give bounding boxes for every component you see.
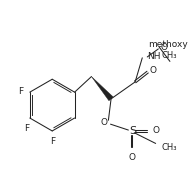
Polygon shape [91,76,113,101]
Text: F: F [51,137,56,146]
Text: F: F [18,87,24,96]
Text: CH₃: CH₃ [161,51,177,60]
Text: CH₃: CH₃ [161,142,177,151]
Text: O: O [128,153,135,162]
Text: methoxy: methoxy [148,40,188,49]
Text: O: O [101,118,107,127]
Text: O: O [160,43,167,52]
Text: O: O [153,126,160,135]
Text: NH: NH [147,52,160,61]
Text: F: F [24,124,29,133]
Text: O: O [149,66,156,75]
Text: S: S [129,126,136,136]
